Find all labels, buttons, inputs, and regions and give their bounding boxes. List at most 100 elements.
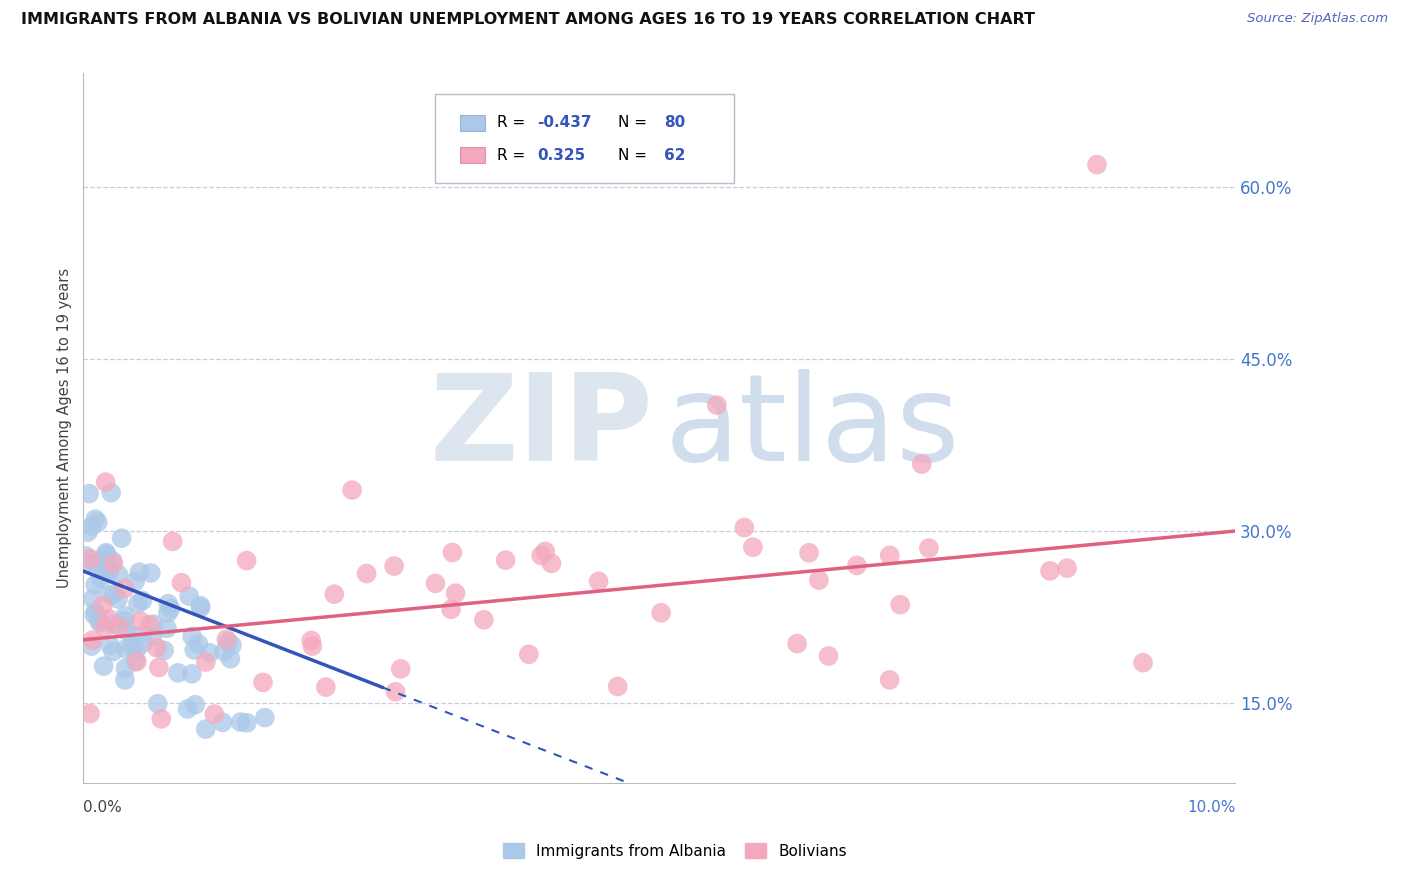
Point <box>212 644 235 658</box>
Point <box>706 398 728 412</box>
Point <box>190 599 212 613</box>
Point <box>157 597 180 611</box>
Point <box>94 555 117 569</box>
Point <box>879 549 901 563</box>
Point <box>84 605 107 619</box>
Point <box>170 575 193 590</box>
Point <box>96 564 118 578</box>
Point <box>797 546 820 560</box>
Point <box>77 486 100 500</box>
Point <box>84 578 107 592</box>
Point <box>156 621 179 635</box>
Text: ZIP: ZIP <box>430 369 654 486</box>
Point <box>1085 158 1108 172</box>
Point <box>82 633 104 648</box>
Point <box>162 534 184 549</box>
Point <box>103 587 125 601</box>
Point <box>159 601 181 615</box>
Point <box>389 662 412 676</box>
Point <box>889 598 911 612</box>
Point <box>530 549 553 563</box>
Point <box>911 457 934 471</box>
Point <box>101 554 124 568</box>
Point <box>517 648 540 662</box>
Point <box>215 632 238 647</box>
Point <box>94 475 117 490</box>
Point <box>90 572 112 586</box>
Point <box>236 715 259 730</box>
Point <box>588 574 610 589</box>
Text: N =: N = <box>617 147 651 162</box>
Point <box>94 546 117 560</box>
Point <box>340 483 363 497</box>
Point <box>440 602 463 616</box>
Point <box>148 660 170 674</box>
Point <box>93 561 115 575</box>
Text: Source: ZipAtlas.com: Source: ZipAtlas.com <box>1247 12 1388 25</box>
Point <box>1132 656 1154 670</box>
Point <box>97 563 120 577</box>
Point <box>444 586 467 600</box>
Point <box>146 697 169 711</box>
Point <box>472 613 495 627</box>
Point <box>142 629 165 643</box>
Point <box>127 597 149 611</box>
Text: IMMIGRANTS FROM ALBANIA VS BOLIVIAN UNEMPLOYMENT AMONG AGES 16 TO 19 YEARS CORRE: IMMIGRANTS FROM ALBANIA VS BOLIVIAN UNEM… <box>21 12 1035 27</box>
Point <box>107 591 129 606</box>
Point <box>190 600 212 615</box>
Point <box>142 617 165 632</box>
Point <box>89 615 111 630</box>
Point <box>83 556 105 570</box>
Point <box>382 559 405 574</box>
Point <box>96 547 118 561</box>
Point <box>606 680 628 694</box>
Point <box>180 666 202 681</box>
Point <box>153 643 176 657</box>
Point <box>167 665 190 680</box>
Text: 80: 80 <box>664 115 685 130</box>
Point <box>156 606 179 620</box>
Point <box>124 574 146 589</box>
Point <box>221 638 243 652</box>
Point <box>110 531 132 545</box>
Point <box>534 544 557 558</box>
Point <box>138 617 160 632</box>
Point <box>202 707 225 722</box>
Point <box>114 661 136 675</box>
Point <box>150 712 173 726</box>
Point <box>425 576 447 591</box>
Y-axis label: Unemployment Among Ages 16 to 19 years: Unemployment Among Ages 16 to 19 years <box>58 268 72 588</box>
Point <box>733 520 755 534</box>
Text: R =: R = <box>496 115 530 130</box>
Point <box>384 685 406 699</box>
Text: N =: N = <box>617 115 651 130</box>
Text: 62: 62 <box>664 147 685 162</box>
Point <box>100 485 122 500</box>
Point <box>84 512 107 526</box>
Point <box>82 591 104 606</box>
Point <box>86 515 108 529</box>
Point <box>132 636 155 650</box>
Point <box>79 556 101 570</box>
Text: 0.0%: 0.0% <box>83 800 122 815</box>
Point <box>131 593 153 607</box>
Legend: Immigrants from Albania, Bolivians: Immigrants from Albania, Bolivians <box>496 837 853 864</box>
Point <box>786 637 808 651</box>
Point <box>252 675 274 690</box>
Point <box>100 588 122 602</box>
Point <box>184 698 207 712</box>
Point <box>103 557 125 571</box>
Text: R =: R = <box>496 147 534 162</box>
Point <box>146 640 169 655</box>
Point <box>107 568 129 582</box>
Point <box>101 617 124 632</box>
Point <box>495 553 517 567</box>
Point <box>97 612 120 626</box>
Point <box>114 608 136 623</box>
Point <box>194 722 217 736</box>
FancyBboxPatch shape <box>434 95 734 183</box>
Point <box>181 630 204 644</box>
Point <box>108 620 131 634</box>
Point <box>112 614 135 628</box>
Point <box>129 614 152 628</box>
